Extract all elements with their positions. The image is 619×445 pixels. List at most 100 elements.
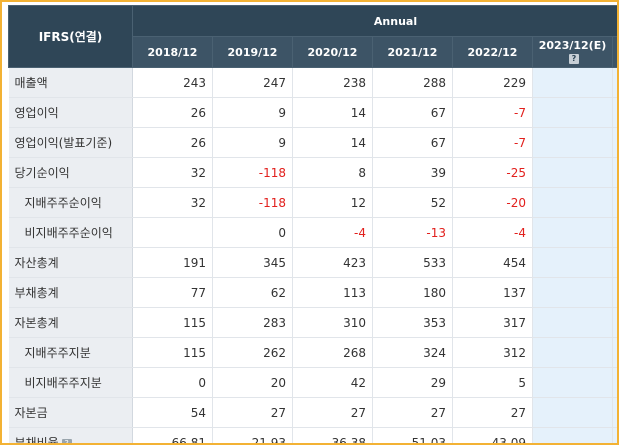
value-cell: 42 [292, 367, 373, 398]
table-row: 영업이익(발표기준) 26 9 14 67 -7 [8, 127, 617, 158]
estimate-cell [532, 427, 613, 443]
row-label-text: 비지배주주지분 [24, 376, 102, 390]
value-cell: 191 [132, 247, 213, 278]
value-cell: 113 [292, 277, 373, 308]
value-cell: 180 [372, 277, 453, 308]
value-cell: 533 [372, 247, 453, 278]
row-label-text: 영업이익 [14, 106, 59, 120]
value-cell: 0 [132, 367, 213, 398]
table-row: 비지배주주순이익 0 -4 -13 -4 [8, 217, 617, 248]
year-header-5[interactable]: 2023/12(E)? [532, 36, 613, 68]
row-label: 영업이익 [8, 97, 133, 128]
value-cell: 345 [212, 247, 293, 278]
estimate-cell [532, 187, 613, 218]
value-cell: 238 [292, 67, 373, 98]
value-cell: 66.81 [132, 427, 213, 443]
year-header-1: 2019/12 [212, 36, 293, 68]
value-cell: 27 [452, 397, 533, 428]
value-cell: -4 [452, 217, 533, 248]
value-cell: 52 [372, 187, 453, 218]
estimate-cell [532, 337, 613, 368]
value-cell: 14 [292, 97, 373, 128]
value-cell: 0 [212, 217, 293, 248]
row-label: 부채총계 [8, 277, 133, 308]
value-cell: 27 [372, 397, 453, 428]
row-label-text: 당기순이익 [14, 166, 70, 180]
year-label: 2022/12 [467, 45, 518, 59]
overflow-cell [612, 127, 617, 158]
value-cell: 29 [372, 367, 453, 398]
row-label-text: 부채총계 [14, 286, 59, 300]
value-cell: 21.93 [212, 427, 293, 443]
value-cell: 9 [212, 97, 293, 128]
table-row: 비지배주주지분 0 20 42 29 5 [8, 367, 617, 398]
value-cell: 20 [212, 367, 293, 398]
question-icon[interactable]: ? [61, 438, 72, 443]
value-cell: 310 [292, 307, 373, 338]
question-icon[interactable]: ? [569, 54, 579, 64]
row-label: 자본금 [8, 397, 133, 428]
estimate-cell [532, 367, 613, 398]
value-cell [132, 217, 213, 248]
value-cell: 283 [212, 307, 293, 338]
value-cell: 12 [292, 187, 373, 218]
value-cell: 14 [292, 127, 373, 158]
row-label-text: 영업이익(발표기준) [14, 136, 113, 150]
row-label: 지배주주지분 [8, 337, 133, 368]
value-cell: 27 [212, 397, 293, 428]
value-cell: -13 [372, 217, 453, 248]
estimate-cell [532, 127, 613, 158]
row-label: 자본총계 [8, 307, 133, 338]
estimate-cell [532, 277, 613, 308]
overflow-cell [612, 307, 617, 338]
financial-summary-table: IFRS(연결) Annual 2018/12 2019/12 2020/12 202… [8, 5, 617, 445]
value-cell: -20 [452, 187, 533, 218]
row-label: 자산총계 [8, 247, 133, 278]
year-header-2: 2020/12 [292, 36, 373, 68]
value-cell: 67 [372, 127, 453, 158]
table-row: 부채비율? 66.81 21.93 36.38 51.03 43.09 [8, 427, 617, 445]
value-cell: 115 [132, 307, 213, 338]
overflow-cell [612, 277, 617, 308]
row-label-text: 자본총계 [14, 316, 59, 330]
value-cell: 51.03 [372, 427, 453, 443]
row-label-text: 매출액 [14, 76, 48, 90]
table-row: 자본금 54 27 27 27 27 [8, 397, 617, 428]
value-cell: 243 [132, 67, 213, 98]
value-cell: 9 [212, 127, 293, 158]
value-cell: 115 [132, 337, 213, 368]
value-cell: 317 [452, 307, 533, 338]
value-cell: -118 [212, 157, 293, 188]
row-label-text: 부채비율 [14, 436, 59, 445]
row-label: 당기순이익 [8, 157, 133, 188]
value-cell: 5 [452, 367, 533, 398]
overflow-cell [612, 217, 617, 248]
value-cell: 36.38 [292, 427, 373, 443]
value-cell: -118 [212, 187, 293, 218]
table-row: 자산총계 191 345 423 533 454 [8, 247, 617, 278]
overflow-cell [612, 427, 617, 443]
value-cell: 39 [372, 157, 453, 188]
value-cell: 32 [132, 157, 213, 188]
value-cell: 67 [372, 97, 453, 128]
value-cell: 312 [452, 337, 533, 368]
table-body: 매출액 243 247 238 288 229 영업이익 26 9 14 67 -7 영업이익(발표기준… [8, 67, 617, 445]
overflow-cell [612, 187, 617, 218]
value-cell: -7 [452, 97, 533, 128]
row-label: 지배주주순이익 [8, 187, 133, 218]
value-cell: 27 [292, 397, 373, 428]
row-label: 부채비율? [8, 427, 133, 445]
year-header-4: 2022/12 [452, 36, 533, 68]
value-cell: 43.09 [452, 427, 533, 443]
table-row: 부채총계 77 62 113 180 137 [8, 277, 617, 308]
estimate-cell [532, 247, 613, 278]
overflow-cell [612, 97, 617, 128]
header-row-years: 2018/12 2019/12 2020/12 2021/12 2022/12 2023/… [9, 36, 617, 68]
year-label: 2021/12 [387, 45, 438, 59]
row-label-text: 비지배주주순이익 [24, 226, 113, 240]
value-cell: 262 [212, 337, 293, 368]
estimate-cell [532, 217, 613, 248]
estimate-cell [532, 157, 613, 188]
value-cell: -7 [452, 127, 533, 158]
